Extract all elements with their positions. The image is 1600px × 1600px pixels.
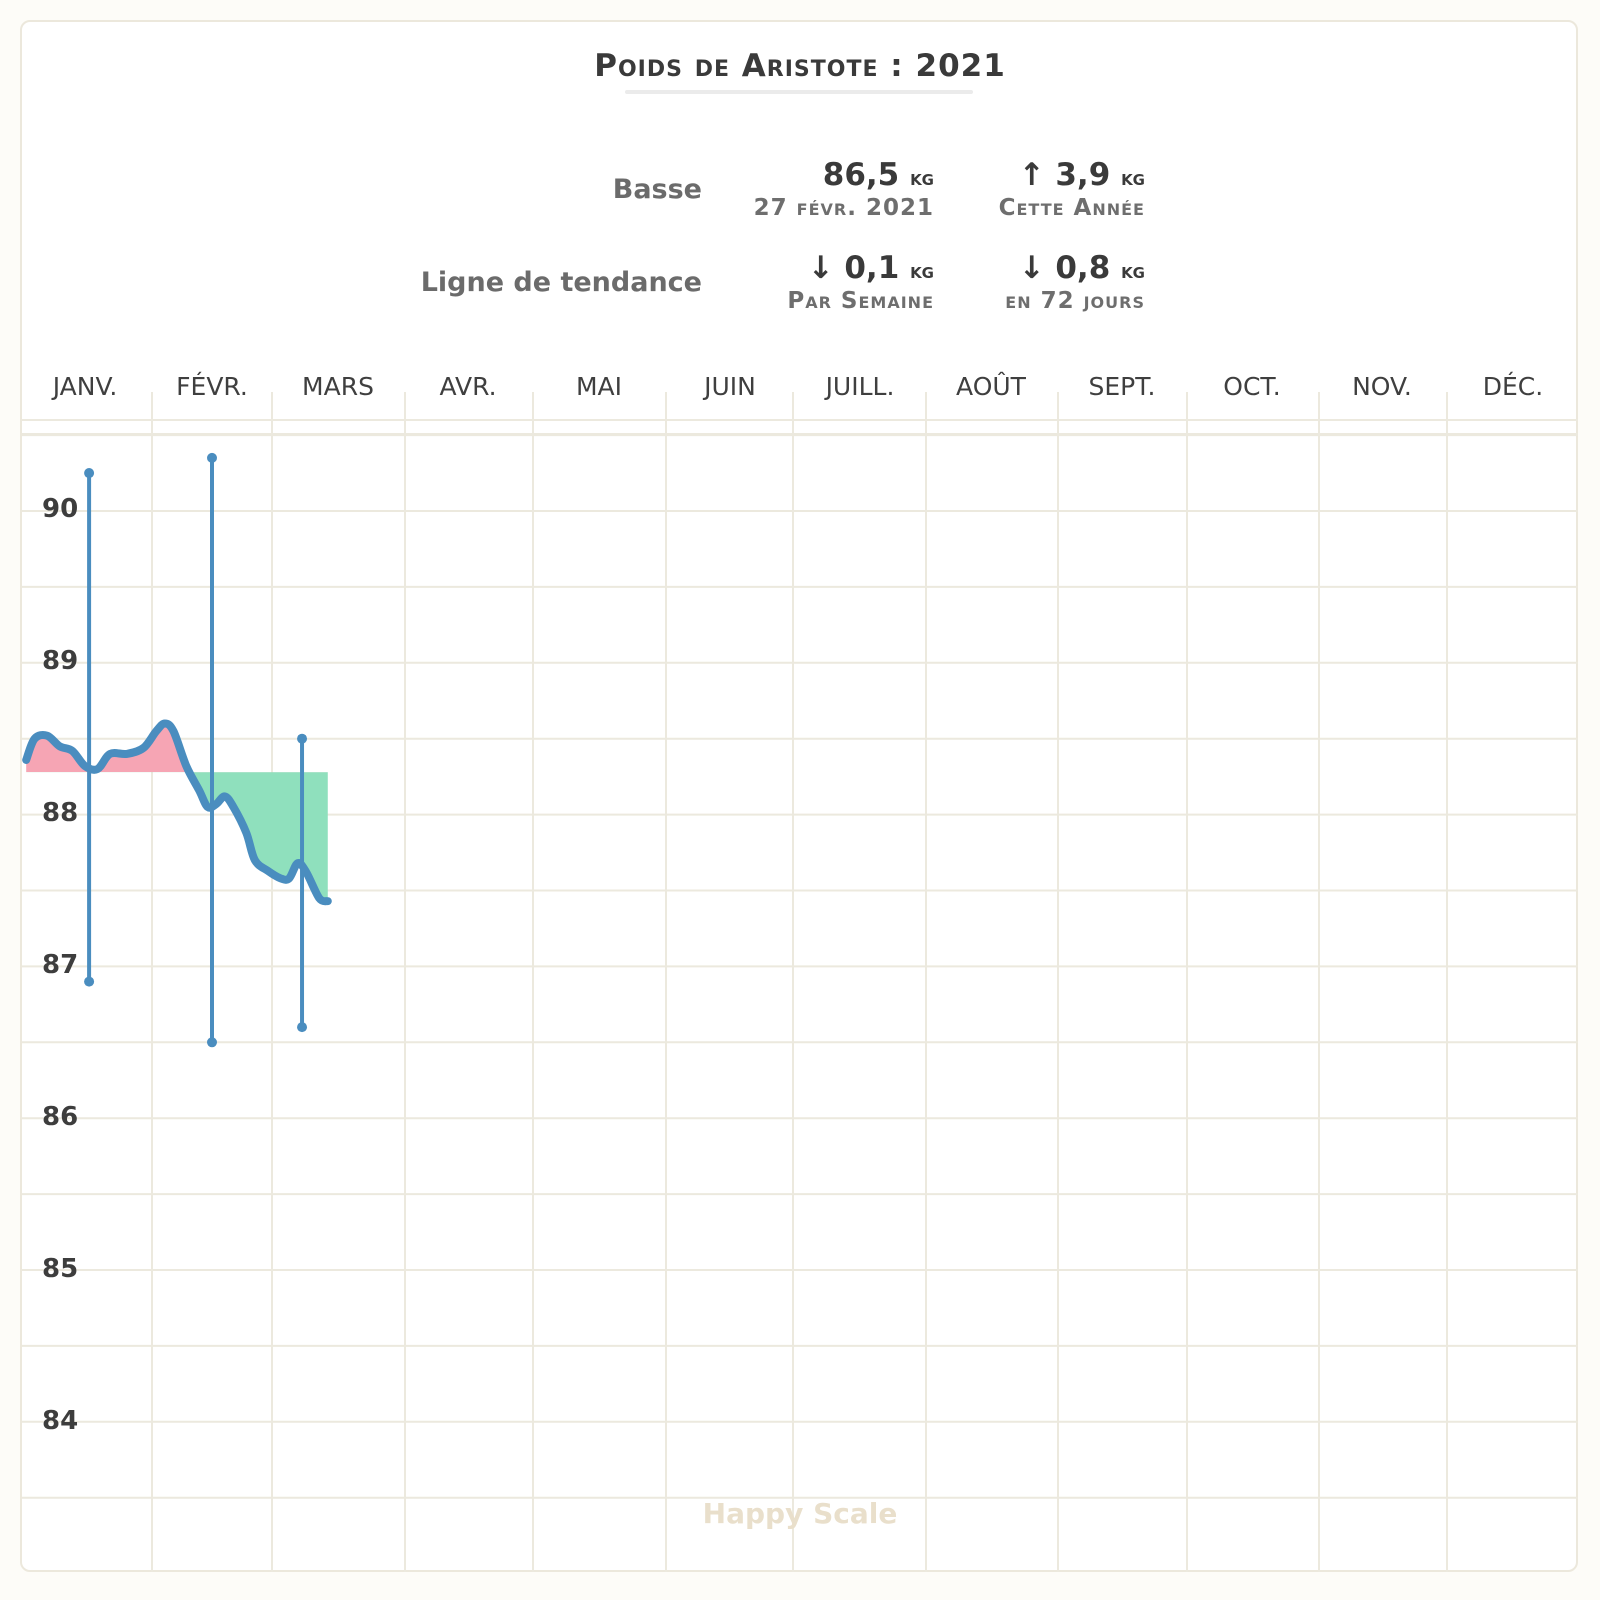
- range-max-point: [207, 452, 217, 463]
- weekly-change-value: ↓ 0,1: [807, 250, 900, 286]
- month-label: NOV.: [1352, 372, 1412, 401]
- low-value-unit: kg: [910, 166, 934, 190]
- trend-line: [22, 719, 332, 906]
- month-label: MARS: [302, 372, 374, 401]
- y-tick-label: 89: [42, 646, 79, 676]
- month-label: MAI: [575, 372, 623, 401]
- year-change-cell: ↑ 3,9 kg Cette Année: [999, 157, 1145, 221]
- range-min-point: [207, 1037, 217, 1048]
- weekly-change-unit: kg: [910, 259, 934, 283]
- month-label: OCT.: [1223, 372, 1281, 401]
- range-max-point: [84, 468, 95, 479]
- month-label: AVR.: [439, 372, 497, 401]
- period-change-value: ↓ 0,8: [1018, 250, 1111, 286]
- range-min-point: [297, 1022, 308, 1033]
- loss-area: [26, 772, 328, 902]
- period-change-label: en 72 jours: [1005, 288, 1145, 314]
- month-label: JANV.: [52, 372, 118, 401]
- range-min-point: [84, 976, 95, 987]
- weekly-change-cell: ↓ 0,1 kg Par Semaine: [787, 250, 934, 314]
- month-label: JUILL.: [825, 372, 895, 401]
- chart-title: Poids de Aristote : 2021: [594, 48, 1006, 84]
- y-tick-label: 84: [42, 1406, 79, 1436]
- month-label: SEPT.: [1088, 372, 1156, 401]
- period-change-cell: ↓ 0,8 kg en 72 jours: [1005, 250, 1145, 314]
- month-label: FÉVR.: [176, 372, 248, 401]
- month-label: AOÛT: [956, 372, 1026, 401]
- y-tick-label: 90: [42, 494, 79, 524]
- range-max-point: [297, 733, 308, 744]
- y-tick-label: 88: [42, 798, 79, 828]
- year-change-unit: kg: [1121, 166, 1145, 190]
- y-tick-label: 86: [42, 1102, 79, 1132]
- month-label: DÉC.: [1482, 372, 1544, 401]
- brand-watermark: Happy Scale: [702, 1497, 898, 1530]
- weekly-change-label: Par Semaine: [787, 288, 934, 314]
- year-change-label: Cette Année: [998, 195, 1145, 221]
- period-change-unit: kg: [1121, 259, 1145, 283]
- low-value: 86,5: [822, 157, 900, 193]
- trend-label: Ligne de tendance: [420, 267, 702, 298]
- low-value-cell: 86,5 kg 27 févr. 2021: [754, 157, 934, 221]
- year-change-value: ↑ 3,9: [1018, 157, 1111, 193]
- y-tick-label: 85: [42, 1254, 79, 1284]
- low-label: Basse: [612, 174, 702, 205]
- low-date: 27 févr. 2021: [753, 195, 934, 221]
- title-underline: [625, 90, 973, 94]
- y-tick-label: 87: [42, 950, 79, 980]
- month-label: JUIN: [704, 372, 756, 401]
